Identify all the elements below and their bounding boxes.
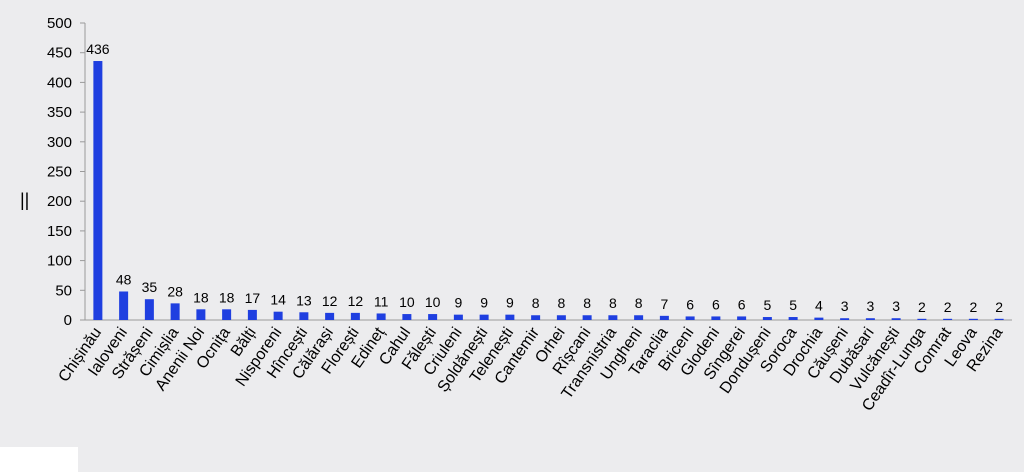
data-label: 9 <box>454 295 462 311</box>
bar <box>350 312 360 320</box>
bar <box>762 317 772 320</box>
data-label: 3 <box>892 298 900 314</box>
corner-blank-area <box>0 447 78 472</box>
data-label: 2 <box>918 299 926 315</box>
data-label: 5 <box>763 297 771 313</box>
data-label: 10 <box>399 294 415 310</box>
bar <box>376 313 386 320</box>
y-axis-title-glyph: || <box>20 190 29 210</box>
data-label: 17 <box>245 290 261 306</box>
bar <box>556 315 566 320</box>
data-label: 9 <box>480 295 488 311</box>
bar <box>788 317 798 320</box>
bar <box>196 309 206 320</box>
y-tick-label: 0 <box>64 312 72 329</box>
data-label: 3 <box>841 298 849 314</box>
bar <box>634 315 644 320</box>
bar <box>299 312 309 320</box>
bar <box>608 315 618 320</box>
bar <box>891 318 901 320</box>
bar <box>865 318 875 320</box>
y-axis: 0 50 100 150 200 250 300 350 400 450 500 <box>47 15 1012 329</box>
data-label: 13 <box>296 292 312 308</box>
y-tick-label: 450 <box>47 45 72 62</box>
y-tick-label: 500 <box>47 15 72 32</box>
data-label: 7 <box>660 296 668 312</box>
bar <box>222 309 232 320</box>
bar <box>943 318 953 320</box>
data-label: 48 <box>116 271 132 287</box>
data-label: 8 <box>609 295 617 311</box>
data-label: 6 <box>738 296 746 312</box>
data-label: 5 <box>789 297 797 313</box>
data-label: 6 <box>712 296 720 312</box>
y-tick-label: 300 <box>47 134 72 151</box>
data-label: 8 <box>532 295 540 311</box>
bar <box>170 303 180 320</box>
y-tick-label: 150 <box>47 223 72 240</box>
bar <box>93 61 103 321</box>
bar <box>479 314 489 320</box>
bar <box>402 314 412 320</box>
y-tick-label: 400 <box>47 74 72 91</box>
bar <box>994 318 1004 320</box>
data-label: 2 <box>969 299 977 315</box>
data-label: 12 <box>348 293 364 309</box>
data-label: 8 <box>635 295 643 311</box>
data-label: 14 <box>270 292 286 308</box>
y-tick-label: 350 <box>47 104 72 121</box>
data-label: 28 <box>167 283 183 299</box>
data-label: 9 <box>506 295 514 311</box>
y-tick-label: 100 <box>47 253 72 270</box>
data-label: 6 <box>686 296 694 312</box>
data-label: 2 <box>944 299 952 315</box>
bar <box>273 311 283 320</box>
data-label: 2 <box>995 299 1003 315</box>
y-tick-label: 200 <box>47 193 72 210</box>
bar <box>428 314 438 320</box>
bar <box>685 316 695 320</box>
bar <box>737 316 747 320</box>
y-tick-label: 250 <box>47 164 72 181</box>
bar <box>840 318 850 320</box>
data-label: 11 <box>374 293 389 309</box>
data-label: 10 <box>425 294 441 310</box>
data-label: 4 <box>815 298 823 314</box>
bar <box>582 315 592 320</box>
data-label: 18 <box>193 289 209 305</box>
data-label: 35 <box>142 279 158 295</box>
bar <box>917 318 927 320</box>
bar <box>968 318 978 320</box>
bar <box>711 316 721 320</box>
data-label: 18 <box>219 289 235 305</box>
bar <box>144 299 154 320</box>
bar <box>531 315 541 320</box>
bar <box>505 314 515 320</box>
bar <box>659 315 669 320</box>
data-label: 3 <box>866 298 874 314</box>
data-label: 8 <box>557 295 565 311</box>
data-label: 12 <box>322 293 338 309</box>
bar <box>247 309 257 320</box>
bar <box>119 291 129 320</box>
data-label: 8 <box>583 295 591 311</box>
bars <box>93 61 1004 321</box>
y-tick-label: 50 <box>55 282 72 299</box>
data-label: 436 <box>86 41 110 57</box>
bar <box>453 314 463 320</box>
bar <box>814 317 824 320</box>
bar <box>325 312 335 320</box>
